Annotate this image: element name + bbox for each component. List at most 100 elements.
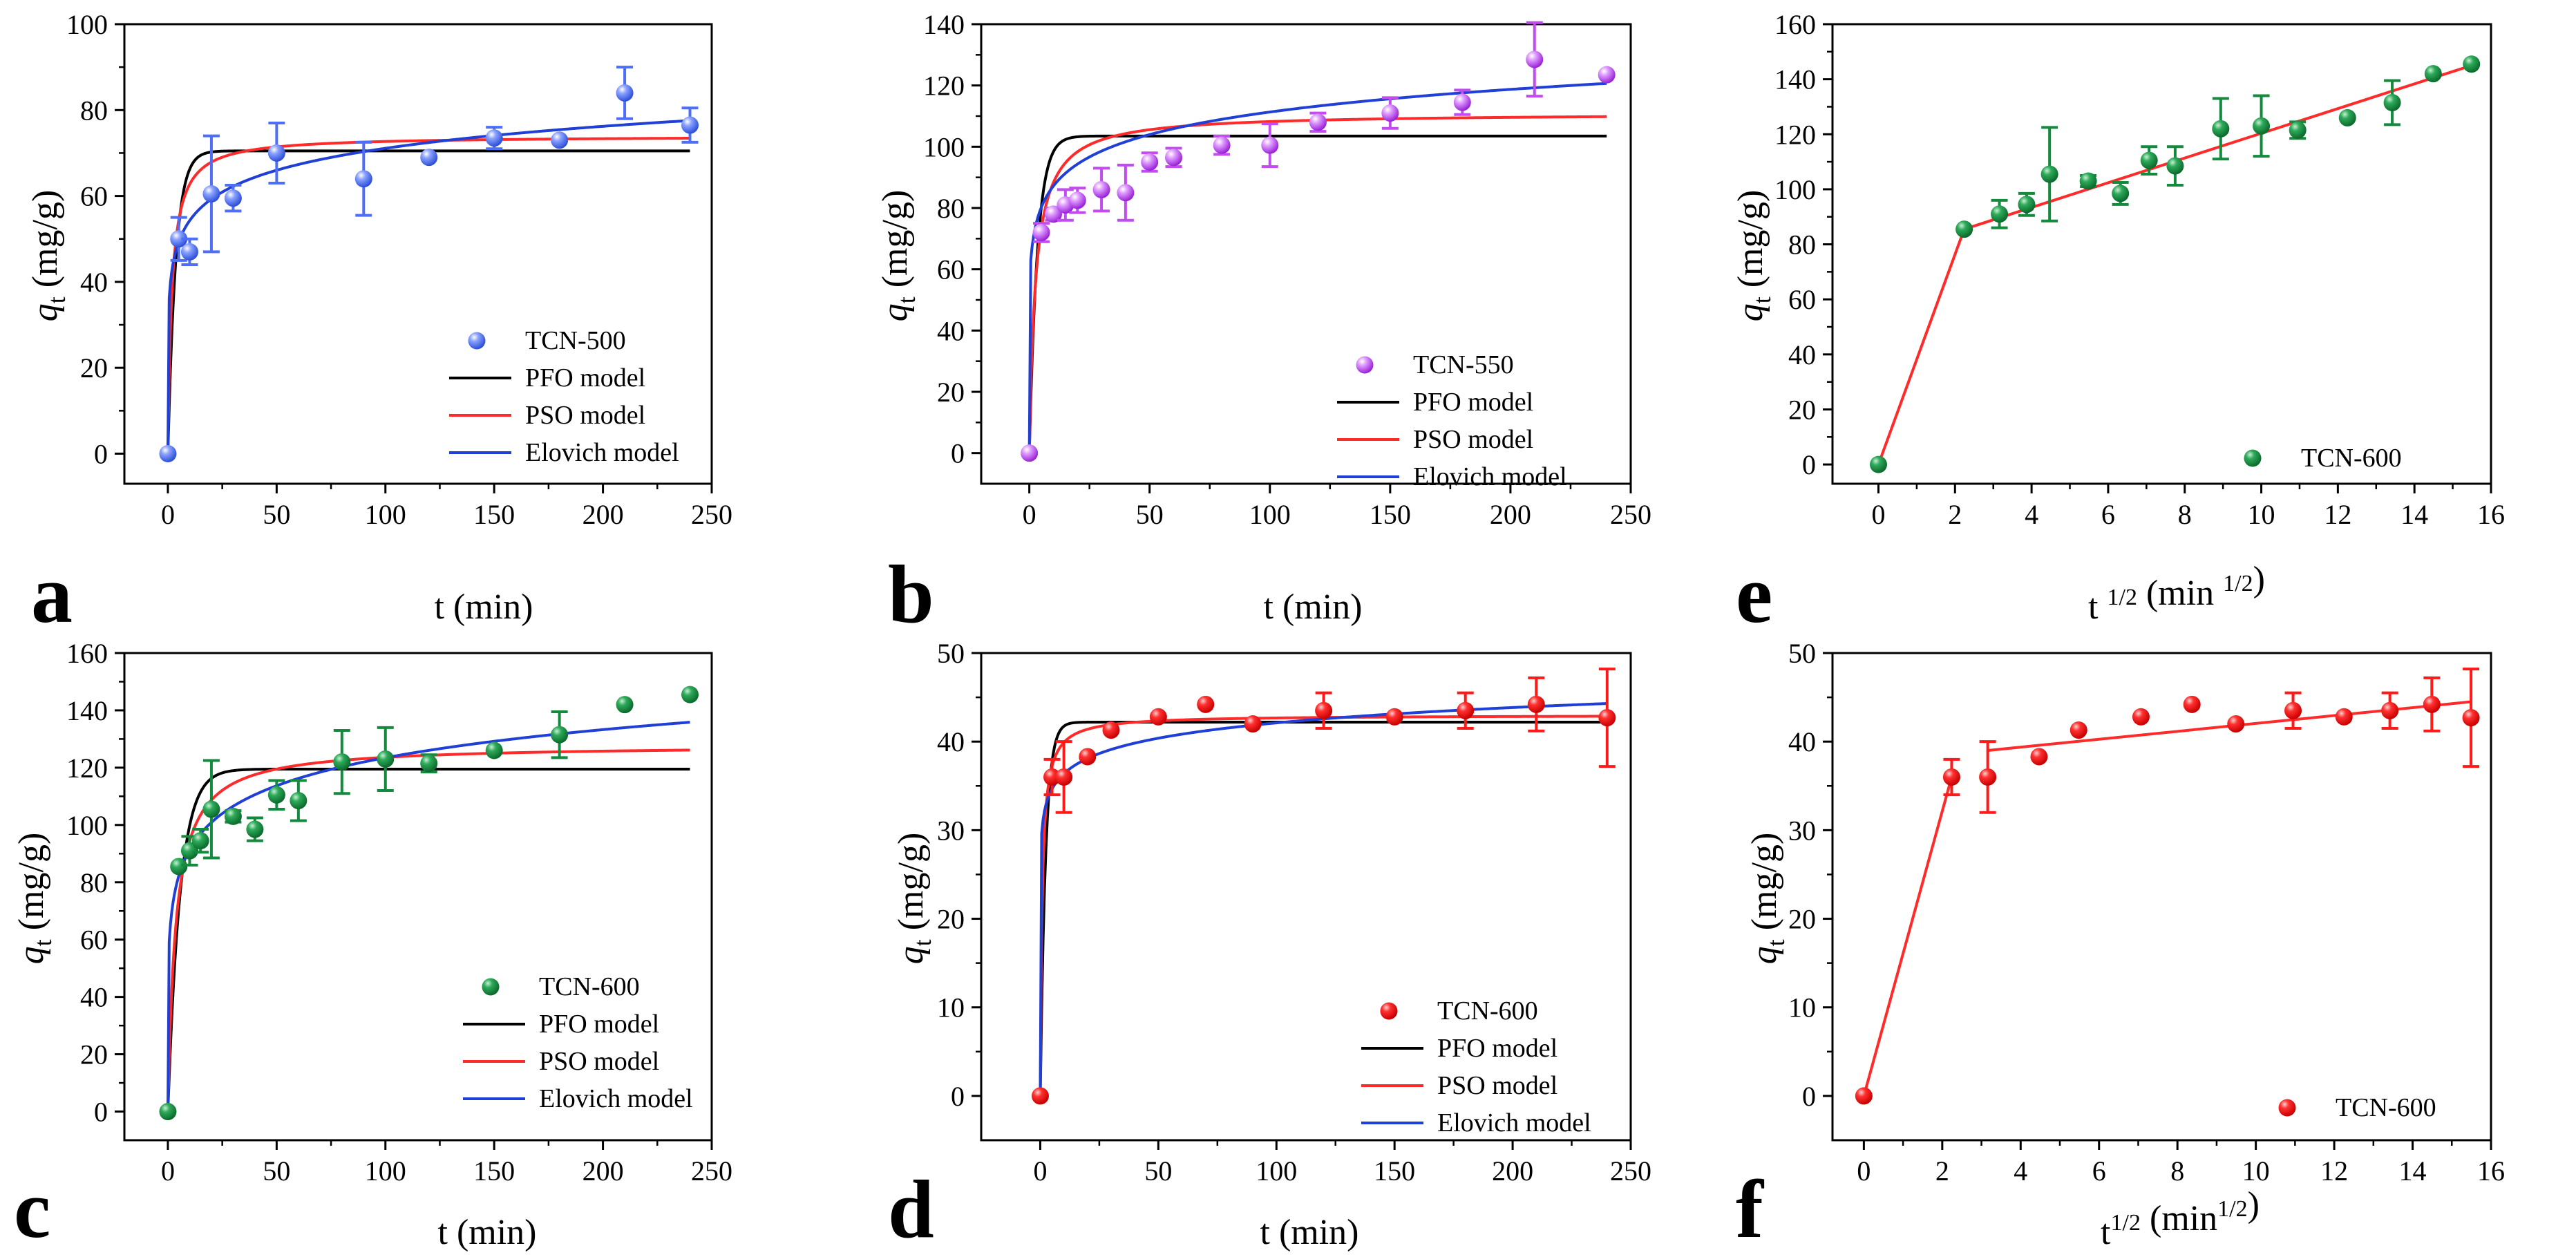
y-axis-symbol: q (26, 303, 65, 321)
x-tick-label: 250 (691, 1155, 732, 1187)
legend-label: TCN-600 (1437, 996, 1538, 1026)
y-tick-label: 20 (80, 352, 108, 384)
data-point (170, 230, 188, 248)
plot-area (1877, 64, 2472, 465)
y-tick-label: 20 (937, 377, 965, 408)
legend-label: PSO model (1413, 425, 1533, 454)
legend: TCN-500 PFO model PSO model Elovich model (449, 326, 679, 467)
data-point (1527, 695, 1545, 713)
data-point (1598, 709, 1616, 727)
y-tick-label: 100 (66, 9, 108, 40)
data-point (202, 185, 220, 202)
y-axis-unit: (mg/g) (26, 190, 65, 297)
y-tick-label: 20 (1788, 394, 1816, 425)
x-tick-label: 4 (2014, 1155, 2027, 1187)
y-tick-label: 120 (1774, 119, 1816, 150)
legend-label: TCN-500 (525, 326, 626, 355)
model-curve-pfo (1027, 134, 1607, 453)
y-axis-subscript: t (43, 296, 70, 303)
data-point (2166, 157, 2184, 175)
y-tick-label: 0 (94, 438, 108, 469)
x-tick-label: 200 (583, 1155, 624, 1187)
x-axis-title: t (min) (1264, 587, 1363, 627)
x-tick-label: 0 (1857, 1155, 1871, 1187)
y-tick-label: 100 (923, 131, 965, 162)
panel-c: 0 50 100 150 200 250 0 20 40 60 80 100 120 140 160 TCN-… (12, 638, 732, 1255)
x-tick-label: 200 (583, 499, 624, 530)
x-tick-label: 50 (263, 499, 290, 530)
data-point (1032, 223, 1050, 241)
y-tick-label: 80 (80, 95, 108, 126)
data-point (2212, 120, 2230, 138)
y-tick-label: 100 (1774, 174, 1816, 205)
x-axis-title: t (min) (435, 587, 533, 627)
y-tick-label: 60 (1788, 284, 1816, 315)
y-axis-subscript: t (29, 939, 57, 946)
y-tick-label: 20 (80, 1039, 108, 1070)
x-tick-label: 8 (2178, 499, 2192, 530)
legend-marker (2244, 449, 2262, 467)
data-point (2423, 695, 2441, 713)
legend-label: PFO model (539, 1010, 659, 1039)
x-tick-label: 4 (2025, 499, 2038, 530)
data-point (681, 116, 699, 134)
data-point (2463, 55, 2481, 73)
data-point (485, 741, 503, 759)
x-tick-label: 14 (2400, 499, 2428, 530)
y-tick-label: 140 (1774, 64, 1816, 95)
y-tick-label: 160 (1774, 9, 1816, 40)
data-point (616, 696, 634, 714)
y-axis-subscript: t (893, 296, 920, 303)
y-tick-label: 10 (937, 992, 965, 1023)
legend-label: TCN-600 (539, 972, 640, 1001)
y-tick-label: 40 (937, 315, 965, 346)
x-tick-label: 250 (1610, 499, 1651, 530)
data-point (2030, 748, 2048, 766)
y-tick-label: 160 (66, 638, 108, 669)
panel-a: 0 50 100 150 200 250 0 20 40 60 80 100 TCN-500 PFO mo… (26, 9, 732, 640)
data-point (2462, 709, 2480, 727)
x-tick-label: 0 (1033, 1155, 1047, 1187)
y-tick-label: 0 (1802, 449, 1816, 480)
y-axis-title: qt (mg/g) (12, 833, 57, 965)
data-point (2070, 721, 2087, 739)
x-axis-superscript: 1/2 (2111, 1210, 2141, 1236)
x-tick-label: 0 (161, 1155, 175, 1187)
data-point (1021, 444, 1039, 462)
x-tick-label: 250 (691, 499, 732, 530)
y-tick-label: 60 (937, 254, 965, 285)
x-tick-label: 2 (1935, 1155, 1949, 1187)
plot-frame (123, 23, 713, 485)
legend: TCN-600 PFO model PSO model Elovich model (1361, 996, 1591, 1137)
panel-e: 0 2 4 6 8 10 12 14 16020406080100120140160TCN-60… (1731, 9, 2505, 640)
x-tick-label: 16 (2477, 1155, 2505, 1187)
data-point (2289, 121, 2307, 139)
y-tick-label: 0 (951, 1081, 965, 1112)
data-point (2424, 65, 2442, 83)
x-tick-label: 150 (1374, 1155, 1415, 1187)
legend-label: PSO model (539, 1047, 659, 1076)
legend: TCN-600 (2278, 1093, 2436, 1122)
data-point (551, 726, 569, 744)
data-point (1526, 50, 1544, 68)
x-tick-label: 16 (2477, 499, 2505, 530)
y-axis-symbol: q (1745, 946, 1784, 964)
y-tick-label: 10 (1788, 992, 1816, 1023)
data-point (1942, 768, 1960, 786)
data-point (2183, 695, 2201, 713)
y-tick-label: 40 (1788, 726, 1816, 757)
model-curve-elovich (1027, 82, 1607, 453)
x-tick-label: 100 (365, 1155, 406, 1187)
model-curve-elovich (166, 721, 690, 1112)
data-point (267, 144, 285, 162)
x-tick-label: 50 (1144, 1155, 1172, 1187)
data-point (2132, 708, 2150, 726)
panel-letter: d (888, 1163, 934, 1255)
x-axis-title: t (min) (1260, 1213, 1359, 1252)
y-tick-label: 40 (1788, 339, 1816, 370)
data-point (485, 129, 503, 147)
data-point (420, 755, 438, 773)
x-tick-label: 8 (2170, 1155, 2184, 1187)
